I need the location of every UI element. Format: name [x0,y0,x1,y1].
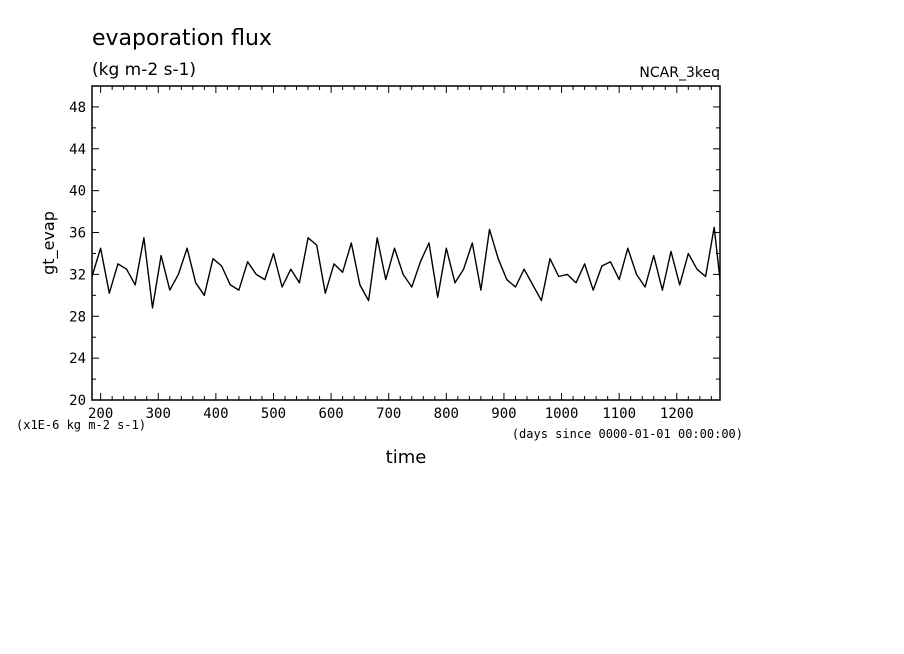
plot-area: 20 24 28 32 36 40 44 48 200 300 400 500 600 700 800 90… [69,85,721,422]
x-tick-label: 500 [261,406,286,422]
y-tick-label: 28 [69,309,86,325]
plot-frame [91,85,721,401]
y-tick-label: 44 [69,142,86,158]
x-tick-label: 900 [491,406,516,422]
y-tick-label: 32 [69,267,86,283]
y-tick-label: 48 [69,100,86,116]
chart-units: (kg m-2 s-1) [92,60,196,80]
y-tick-label: 40 [69,184,86,200]
y-scale-note: (x1E-6 kg m-2 s-1) [16,418,146,432]
x-axis-ticks: 200 300 400 500 600 700 800 900 1000 1100 1200 [88,86,712,422]
x-tick-label: 1100 [602,406,636,422]
source-label: NCAR_3keq [639,65,720,81]
y-axis-ticks: 20 24 28 32 36 40 44 48 [69,85,720,409]
y-tick-label: 20 [69,393,86,409]
series-line [91,226,721,309]
x-tick-label: 400 [203,406,228,422]
x-axis-label: time [386,447,427,468]
y-axis-label: gt_evap [39,211,59,275]
series-layer [91,226,721,309]
x-units-note: (days since 0000-01-01 00:00:00) [512,427,743,441]
x-tick-label: 1200 [660,406,694,422]
x-tick-label: 200 [88,406,113,422]
y-tick-label: 36 [69,226,86,242]
x-tick-label: 300 [146,406,171,422]
chart-title: evaporation flux [92,26,272,51]
x-tick-label: 800 [434,406,459,422]
x-tick-label: 1000 [545,406,579,422]
y-tick-label: 24 [69,351,86,367]
x-tick-label: 600 [318,406,343,422]
x-tick-label: 700 [376,406,401,422]
